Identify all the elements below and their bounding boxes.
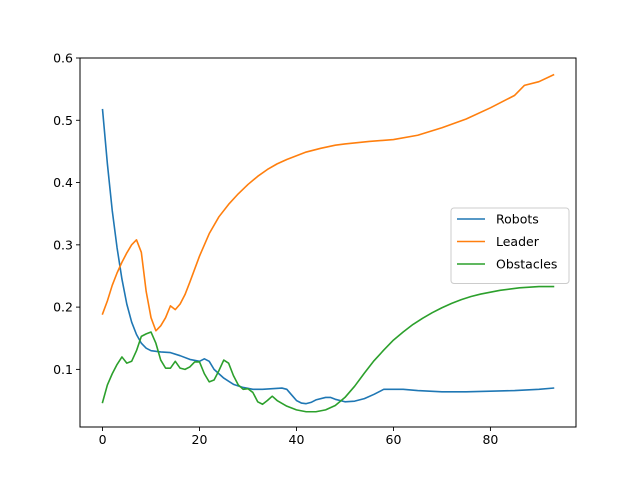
- x-tick-label: 80: [482, 432, 498, 447]
- series-line-robots: [101, 108, 555, 405]
- series-layer: [101, 73, 555, 413]
- x-tick-label: 0: [99, 432, 107, 447]
- legend-label-robots: Robots: [496, 212, 539, 227]
- y-tick-label: 0.1: [53, 362, 73, 377]
- y-tick-label: 0.5: [53, 113, 73, 128]
- y-tick-label: 0.4: [53, 175, 73, 190]
- plot-area-frame: [79, 57, 577, 428]
- legend-label-leader: Leader: [496, 234, 540, 249]
- x-tick-label: 40: [289, 432, 305, 447]
- legend-label-obstacles: Obstacles: [496, 257, 557, 272]
- x-tick-label: 60: [386, 432, 402, 447]
- series-line-leader: [101, 73, 555, 332]
- legend: Robots Leader Obstacles: [450, 207, 570, 284]
- x-axis: 0 20 40 60 80: [99, 427, 498, 447]
- y-tick-label: 0.2: [53, 300, 73, 315]
- x-tick-label: 20: [192, 432, 208, 447]
- y-tick-label: 0.3: [53, 237, 73, 252]
- y-tick-label: 0.6: [53, 51, 73, 66]
- series-line-obstacles: [101, 285, 555, 413]
- y-axis: 0.1 0.2 0.3 0.4 0.5 0.6: [53, 51, 80, 377]
